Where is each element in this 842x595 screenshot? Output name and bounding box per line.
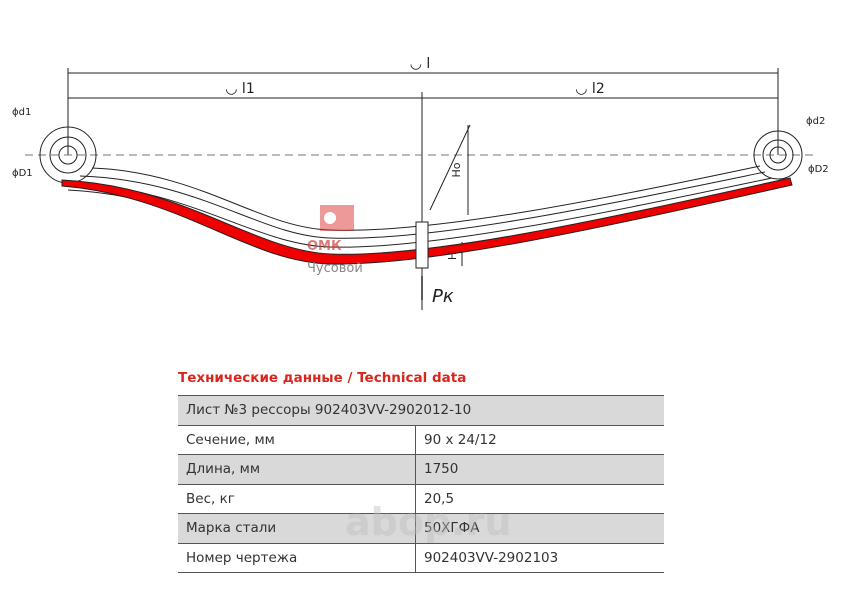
dim-line (429, 124, 471, 211)
label: ϕD2 (808, 164, 829, 175)
leaf (69, 177, 773, 248)
cell-value: 1750 (415, 454, 664, 485)
table-title: Технические данные / Technical data (178, 370, 467, 386)
eye (58, 145, 78, 165)
label: ϕd2 (806, 116, 825, 127)
cell-value: 20,5 (415, 484, 664, 514)
logo-name: ОМК (307, 239, 342, 254)
label: ϕd1 (12, 107, 31, 118)
cell-value: 90 x 24/12 (415, 425, 664, 455)
label: H (446, 252, 459, 260)
label: ◡ l2 (575, 81, 604, 97)
table-row: Сечение, мм 90 x 24/12 (178, 425, 664, 455)
leaf (79, 171, 766, 239)
spec-table: Лист №3 рессоры 902403VV-2902012-10 Сечен… (178, 395, 664, 573)
eye (753, 130, 803, 180)
table-header: Лист №3 рессоры 902403VV-2902012-10 (178, 395, 664, 426)
spring-drawing: ◡ l ◡ l1 ◡ l2 ϕd1 ϕD1 ϕd2 ϕD2 Ho H Pк ОМ… (12, 56, 829, 310)
table-row: Вес, кг 20,5 (178, 484, 664, 514)
label: Ho (450, 162, 463, 177)
logo-city: Чусовой (307, 261, 363, 276)
clamp (415, 221, 429, 269)
watermark: abop.ru (345, 500, 512, 544)
logo-dot (324, 212, 336, 224)
eye (762, 139, 794, 171)
cell-value: 50ХГФА (415, 513, 664, 544)
cell-value: 902403VV-2902103 (415, 543, 664, 573)
eye (769, 146, 787, 164)
table-row: Номер чертежа 902403VV-2902103 (178, 543, 664, 573)
label: Pк (432, 286, 454, 307)
cell-label: Марка стали (178, 513, 416, 544)
table-row: Лист №3 рессоры 902403VV-2902012-10 (178, 395, 664, 426)
cell-label: Длина, мм (178, 454, 416, 485)
label: ◡ l (410, 56, 431, 72)
label: ϕD1 (12, 168, 33, 179)
table-row: Длина, мм 1750 (178, 454, 664, 485)
eye (49, 136, 87, 174)
leaf-red (61, 177, 793, 265)
cell-label: Номер чертежа (178, 543, 416, 573)
cell-label: Вес, кг (178, 484, 416, 514)
label: ◡ l1 (225, 81, 254, 97)
cell-label: Сечение, мм (178, 425, 416, 455)
table-row: Марка стали 50ХГФА (178, 513, 664, 544)
